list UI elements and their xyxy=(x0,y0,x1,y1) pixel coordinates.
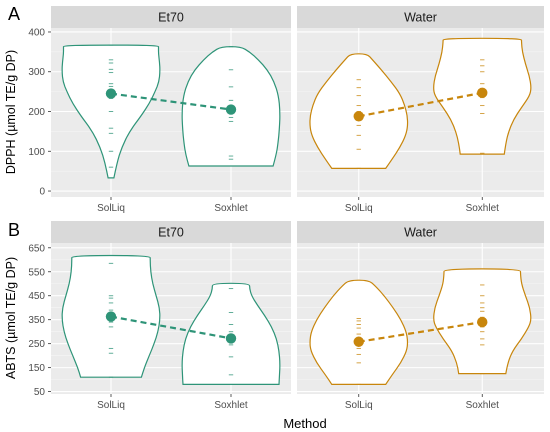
mean-point xyxy=(225,333,237,344)
violin-solliq xyxy=(309,279,409,385)
facet-strip xyxy=(51,221,291,243)
y-tick-label: 350 xyxy=(28,315,45,326)
x-tick-label: Soxhlet xyxy=(214,400,248,411)
x-tick-label: SolLiq xyxy=(97,203,125,214)
panel-tag: B xyxy=(8,220,20,240)
y-axis-title: ABTS (µmol TE/g DP) xyxy=(4,257,18,379)
facet-strip xyxy=(297,6,544,28)
facet-strip-label: Et70 xyxy=(158,226,184,240)
mean-point xyxy=(477,316,488,328)
y-tick-label: 100 xyxy=(28,147,45,158)
mean-connector-line xyxy=(358,321,483,343)
facet-panel-et70: Et70 SolLiq Soxhlet xyxy=(51,221,291,411)
x-tick-label: SolLiq xyxy=(345,400,373,411)
mean-connector-line xyxy=(110,315,232,340)
y-tick-label: 150 xyxy=(28,363,45,374)
facet-strip xyxy=(297,221,544,243)
x-tick-label: SolLiq xyxy=(97,400,125,411)
y-axis-title: DPPH (µmol TE/g DP) xyxy=(4,50,18,174)
mean-connector-line xyxy=(110,92,232,111)
x-tick-label: Soxhlet xyxy=(214,203,248,214)
y-tick-label: 200 xyxy=(28,107,45,118)
x-tick-label: Soxhlet xyxy=(466,203,500,214)
panel-tag: A xyxy=(8,4,20,24)
y-tick-label: 0 xyxy=(39,187,45,198)
facet-panel-water: Water SolLiq Soxhlet xyxy=(297,6,544,214)
y-tick-label: 450 xyxy=(28,291,45,302)
mean-point xyxy=(353,336,364,347)
facet-strip xyxy=(51,6,291,28)
mean-point xyxy=(225,104,237,115)
facet-strip-label: Et70 xyxy=(158,11,184,25)
y-tick-label: 400 xyxy=(28,27,45,38)
y-tick-label: 650 xyxy=(28,243,45,254)
y-tick-label: 50 xyxy=(34,387,46,398)
mean-point xyxy=(105,88,117,99)
y-tick-label: 300 xyxy=(28,67,45,78)
mean-point xyxy=(353,111,364,122)
y-tick-label: 250 xyxy=(28,339,45,350)
x-axis-title: Method xyxy=(283,416,326,431)
y-tick-label: 550 xyxy=(28,267,45,278)
mean-point xyxy=(105,311,117,322)
mean-point xyxy=(477,87,488,99)
facet-panel-et70: Et70 SolLiq Soxhlet xyxy=(51,6,291,214)
mean-connector-line xyxy=(358,91,483,118)
facet-panel-water: Water SolLiq Soxhlet xyxy=(297,221,544,411)
facet-strip-label: Water xyxy=(404,226,437,240)
x-tick-label: Soxhlet xyxy=(466,400,500,411)
x-tick-label: SolLiq xyxy=(345,203,373,214)
facet-strip-label: Water xyxy=(404,11,437,25)
